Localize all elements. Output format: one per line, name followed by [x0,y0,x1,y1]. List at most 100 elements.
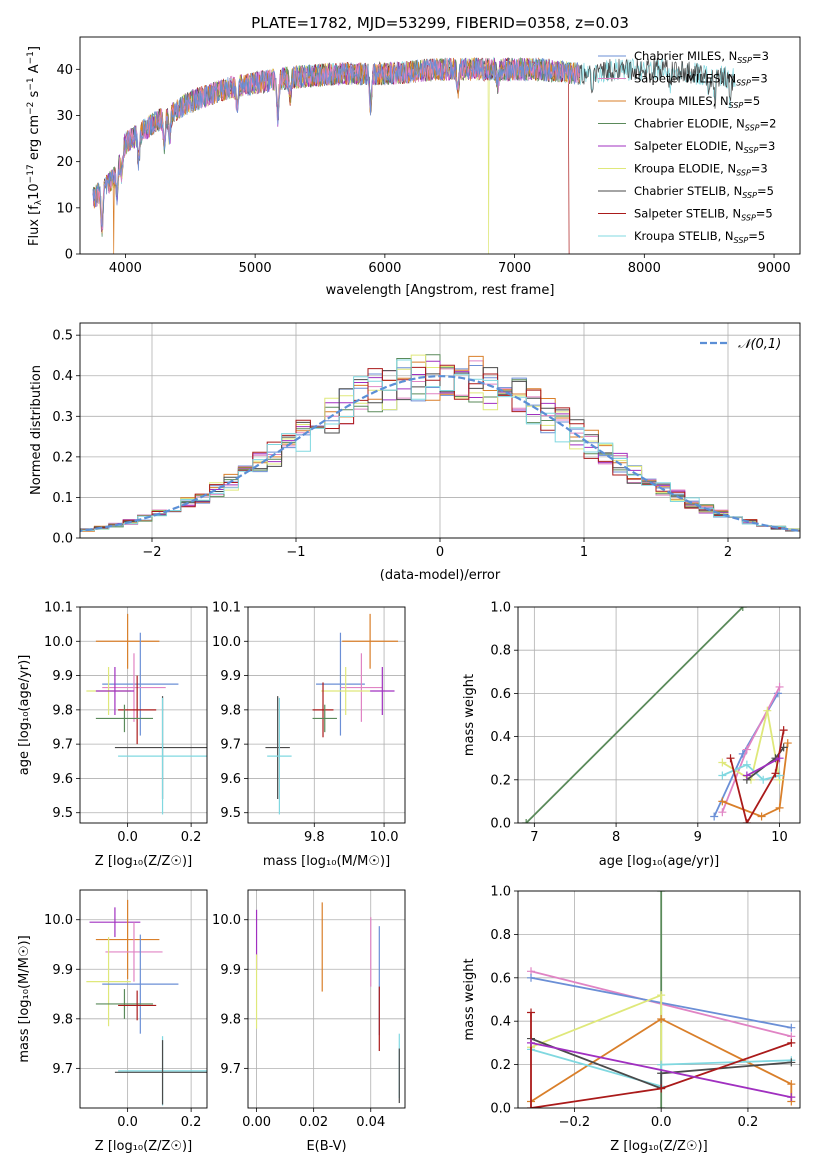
y-tick-label: 9.9 [220,669,241,684]
y-tick-label: 10 [56,201,73,216]
plot-area-age_vs_mass [265,613,399,815]
weight-marker [657,891,666,895]
x-tick-label: 7 [530,830,538,845]
legend-label: Chabrier MILES, NSSP=3 [634,49,769,65]
weight-marker [657,1084,666,1093]
weight-marker [657,991,666,1000]
y-axis-label: mass weight [462,958,477,1040]
y-axis-label: Flux [fλ10−17 erg cm−2 s−1 A−1] [26,46,44,246]
x-tick-label: −1 [286,545,305,560]
weight-marker [527,973,536,982]
weight-line [530,1037,792,1090]
y-tick-label: 1.0 [490,885,511,900]
weight-line [525,607,744,823]
x-tick-label: 0.0 [117,830,138,845]
x-axis-label: Z [log₁₀(Z/Z☉)] [95,1139,192,1154]
x-tick-label: 0.2 [181,830,202,845]
weight-marker [657,1015,666,1024]
axes-frame [247,889,406,1109]
y-tick-label: 0.8 [490,644,511,659]
x-axis-label: Z [log₁₀(Z/Z☉)] [610,1139,707,1154]
x-tick-label: 6000 [368,261,401,276]
weight-line [721,742,789,818]
x-tick-label: 9.8 [304,830,325,845]
axes-frame [79,889,208,1109]
weight-marker [710,812,719,821]
y-axis-label: mass [log₁₀(M/M☉)] [17,935,32,1062]
weight-line [530,1042,792,1099]
weight-marker [763,706,772,715]
weight-marker [771,769,780,778]
plot-area-mass_vs_Z [86,899,207,1106]
y-tick-label: 9.7 [52,1062,73,1077]
plot-area-mass_vs_EBV [255,902,400,1104]
spectrum-line [92,57,580,237]
weight-marker [527,1038,536,1047]
weight-line [530,1017,793,1103]
y-tick-label: 9.5 [220,806,241,821]
x-tick-label: 0 [436,545,444,560]
weight-marker [783,739,792,748]
y-tick-label: 0.4 [490,1015,511,1030]
legend-label: 𝒩(0,1) [738,337,781,352]
y-tick-label: 0.0 [490,1102,511,1117]
weight-marker [742,771,751,780]
y-tick-label: 9.6 [220,772,241,787]
x-tick-label: 7000 [498,261,531,276]
weight-marker [522,819,531,823]
x-tick-label: 0.00 [242,1115,271,1130]
x-tick-label: 0.04 [356,1115,385,1130]
grid-weight_vs_Z [518,890,800,1109]
y-tick-label: 9.8 [52,1012,73,1027]
y-tick-label: 10.0 [212,635,241,650]
weight-marker [759,775,768,784]
grid-age_vs_mass [248,606,405,823]
y-axis-label: age [log₁₀(age/yr)] [17,655,32,776]
weight-marker [787,1023,796,1032]
y-tick-label: 10.1 [44,601,73,616]
x-tick-label: 10 [771,830,788,845]
normal-reference-curve [80,375,800,533]
y-tick-label: 10.1 [212,601,241,616]
plot-area-weight_vs_Z [527,891,796,1108]
plot-area-weight_vs_age [522,607,792,823]
axes-frame [79,322,801,539]
weight-marker [742,760,751,769]
x-axis-label: Z [log₁₀(Z/Z☉)] [95,854,192,869]
x-axis-label: (data-model)/error [380,568,501,583]
legend-label: Salpeter STELIB, NSSP=5 [634,207,773,223]
x-tick-label: 4000 [109,261,142,276]
x-tick-label: 1 [580,545,588,560]
y-tick-label: 9.6 [52,772,73,787]
weight-line [729,729,785,823]
axes-age_vs_mass: 9.8 10.0 9.5 9.6 9.7 9.8 9.9 10.0 10.1 [212,601,406,845]
y-tick-label: 0.6 [490,687,511,702]
y-tick-label: 1.0 [490,601,511,616]
spectrum-line [92,57,580,232]
y-tick-label: 9.7 [220,738,241,753]
weight-marker [527,1104,536,1108]
plot-area-residuals [80,354,800,534]
legend-label: Kroupa MILES, NSSP=5 [634,94,760,110]
y-tick-label: 9.8 [220,703,241,718]
legend-label: Kroupa ELODIE, NSSP=3 [634,162,768,178]
x-axis-label: age [log₁₀(age/yr)] [599,854,720,869]
axes-frame [517,890,801,1109]
grid-mass_vs_EBV [248,890,405,1108]
weight-line [746,757,781,777]
axes-weight_vs_age: 7 8 9 10 0.0 0.2 0.4 0.6 0.8 1.0 [490,601,801,845]
y-tick-label: 0.8 [490,928,511,943]
x-tick-label: 8000 [628,261,661,276]
axes-mass_vs_Z: 0.0 0.2 9.7 9.8 9.9 10.0 [44,889,208,1130]
weight-marker [527,1008,536,1017]
y-tick-label: 0.2 [490,773,511,788]
weight-marker [718,758,727,767]
y-tick-label: 9.9 [52,963,73,978]
y-tick-label: 40 [56,63,73,78]
legend-label: Salpeter ELODIE, NSSP=3 [634,139,775,155]
y-tick-label: 0.4 [490,730,511,745]
spectrum-legend: Chabrier MILES, NSSP=3 Salpeter MILES, NS… [598,49,776,245]
weight-line [721,710,781,782]
y-axis-label: Normed distribution [29,365,44,495]
grid-weight_vs_age [518,606,800,824]
